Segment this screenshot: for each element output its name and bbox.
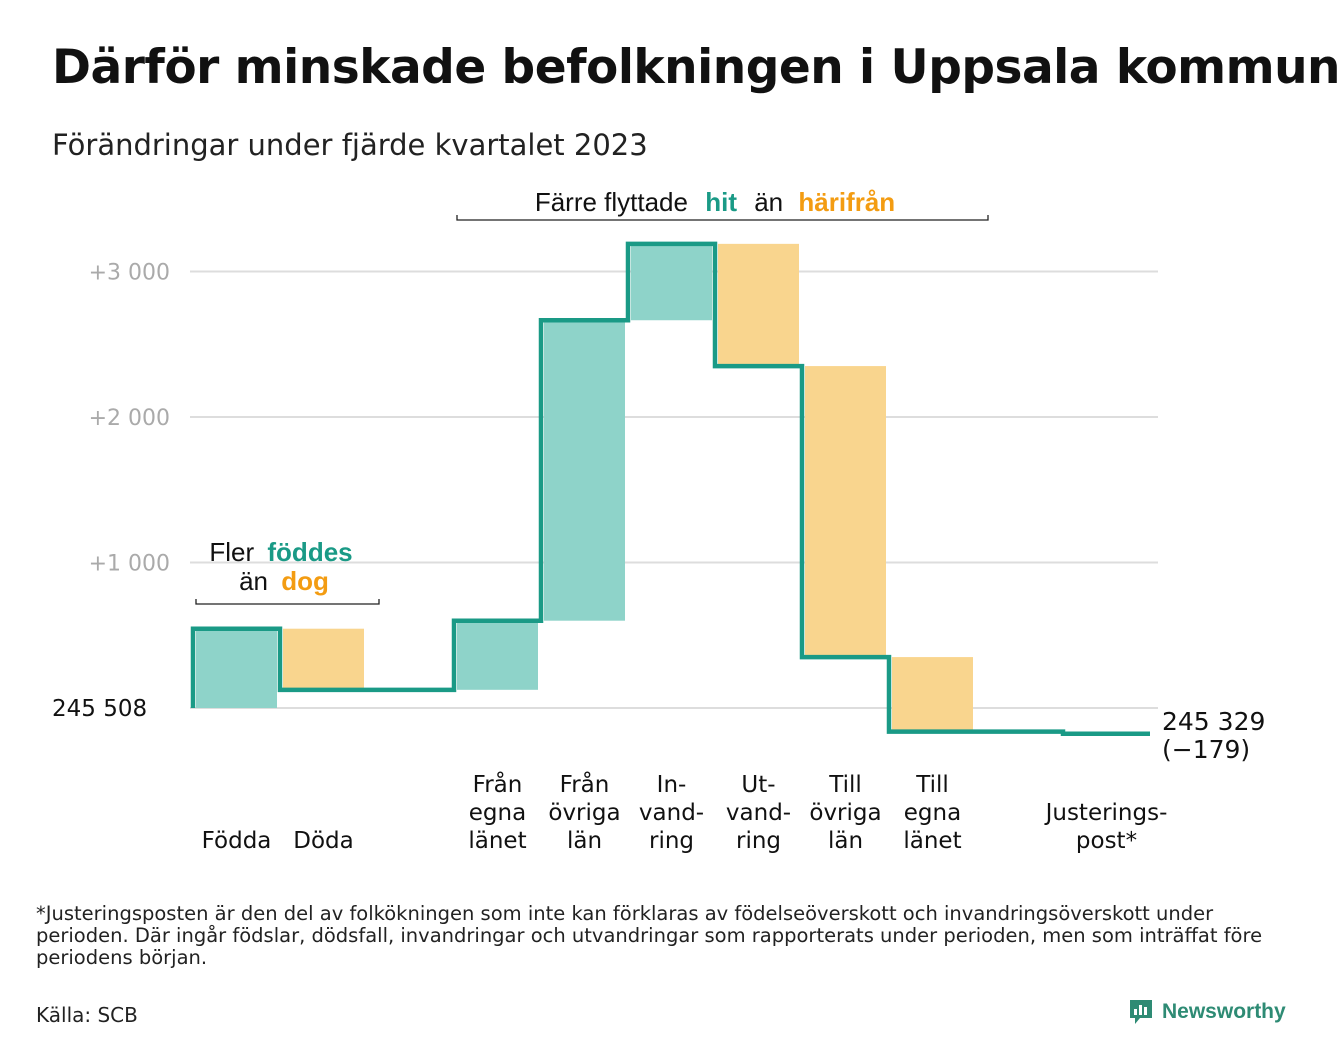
step-line-layer [190, 241, 1150, 737]
bar-2 [457, 620, 538, 690]
x-tick-label: Till övriga län [809, 772, 881, 854]
footnote: *Justeringsposten är den del av folkökni… [36, 902, 1263, 969]
births-annotation-highlight: föddes [267, 537, 352, 567]
page-title: Därför minskade befolkningen i Uppsala k… [52, 40, 1340, 95]
moves-annotation-middle: än [754, 187, 783, 217]
brand-logo: Newsworthy [1128, 998, 1286, 1026]
births-bracket [195, 599, 380, 605]
bar-5 [718, 243, 799, 367]
bar-7 [892, 657, 973, 732]
x-tick-label: Döda [293, 828, 353, 854]
bar-6 [805, 366, 886, 658]
moves-bracket [456, 215, 989, 221]
page-subtitle: Förändringar under fjärde kvartalet 2023 [52, 128, 648, 162]
end-value-label: 245 329 [1162, 707, 1265, 736]
bar-layer [196, 243, 973, 732]
y-tick-label: +1 000 [89, 552, 170, 577]
end-change-label: (−179) [1162, 735, 1250, 764]
start-value-label: 245 508 [52, 696, 147, 722]
x-tick-label: Från övriga län [548, 770, 620, 854]
x-tick-label: Justerings-post* [1044, 800, 1168, 854]
x-tick-label: Födda [202, 828, 272, 854]
cumulative-step-line [190, 241, 1150, 737]
bar-1 [283, 628, 364, 690]
bar-4 [631, 243, 712, 321]
x-tick-label: Till egna länet [903, 772, 961, 854]
y-tick-label: +3 000 [89, 261, 170, 286]
y-tick-label: +2 000 [89, 406, 170, 431]
newsworthy-icon [1130, 1000, 1152, 1024]
waterfall-chart: +1 000 +2 000 +3 000 245 508 Födda Döda Från eg… [52, 187, 1265, 855]
bar-0 [196, 628, 277, 708]
moves-annotation-in: hit [705, 187, 737, 217]
births-annotation-prefix: Fler [209, 537, 254, 567]
x-tick-label: In-vand-ring [639, 772, 704, 854]
svg-text:Fler föddes: Fler föddes [209, 537, 352, 567]
source-label: Källa: SCB [36, 1003, 138, 1027]
svg-text:än dog: än dog [239, 566, 329, 596]
births-annotation-prefix-2: än [239, 566, 268, 596]
label-layer: +1 000 +2 000 +3 000 245 508 Födda Döda Från eg… [52, 261, 1265, 855]
x-tick-label: Ut-vand-ring [726, 772, 791, 854]
moves-annotation-out: härifrån [798, 187, 895, 217]
brand-name: Newsworthy [1162, 1000, 1286, 1023]
births-annotation: Fler föddes än dog [195, 537, 380, 605]
moves-annotation-prefix: Färre flyttade [535, 187, 688, 217]
svg-text:Färre flyttade hit: Färre flyttade hit än härifrån [535, 187, 895, 217]
x-tick-label: Från egna länet [468, 770, 526, 854]
moves-annotation: Färre flyttade hit än härifrån [456, 187, 989, 221]
births-annotation-highlight-2: dog [281, 566, 329, 596]
bar-3 [544, 320, 625, 621]
